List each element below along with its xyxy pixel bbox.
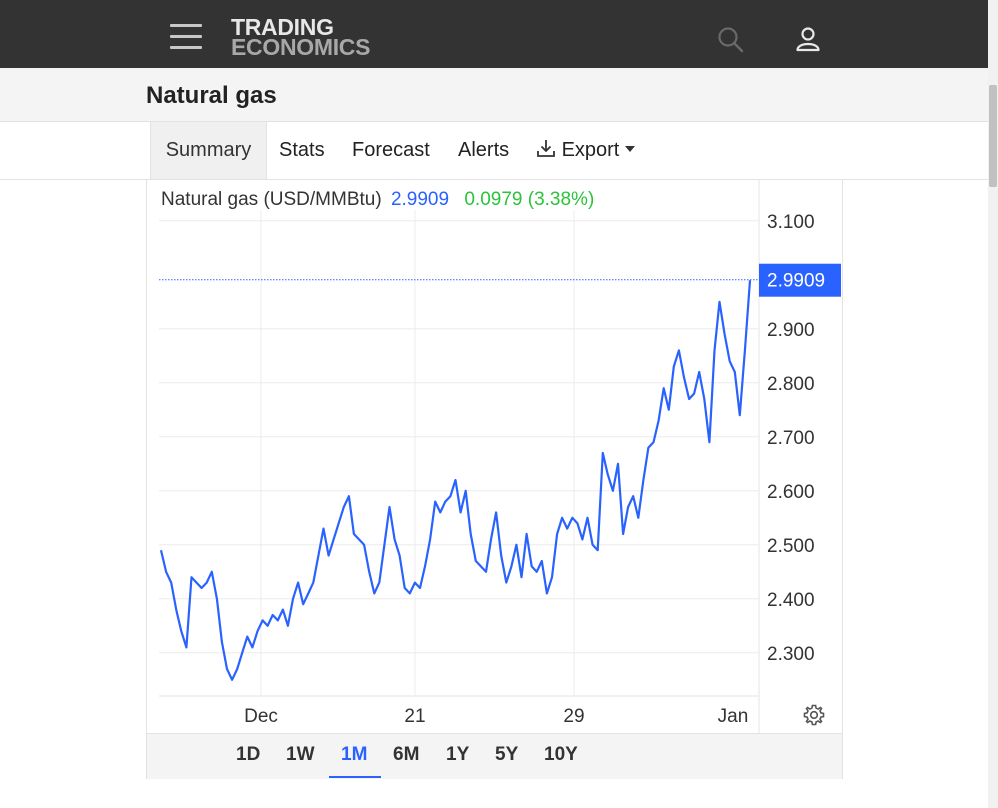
tab-alerts[interactable]: Alerts: [458, 122, 509, 179]
search-icon[interactable]: [716, 25, 744, 53]
chart-change-value: 0.0979 (3.38%): [464, 189, 595, 210]
active-range-indicator: [329, 776, 381, 778]
y-tick-label: 2.700: [767, 428, 815, 449]
page-title-bar: Natural gas: [0, 68, 988, 122]
hamburger-menu-icon[interactable]: [170, 24, 202, 50]
tab-summary-label: Summary: [165, 139, 252, 161]
range-button-5y[interactable]: 5Y: [495, 744, 519, 765]
range-button-1d[interactable]: 1D: [236, 744, 261, 765]
y-tick-label: 2.600: [767, 482, 815, 503]
range-button-1m[interactable]: 1M: [341, 744, 368, 765]
y-tick-label: 2.500: [767, 536, 815, 557]
tab-forecast[interactable]: Forecast: [352, 122, 430, 179]
download-icon: [537, 140, 555, 157]
price-chart[interactable]: 2.300 2.400 2.500 2.600 2.700 2.800 2.900 3.100…: [147, 180, 842, 733]
top-navigation-bar: TRADING ECONOMICS: [0, 0, 988, 68]
trading-economics-logo[interactable]: TRADING ECONOMICS: [231, 14, 371, 60]
price-series-line: [159, 280, 752, 681]
time-range-selector: 1D 1W 1M 6M 1Y 5Y 10Y: [147, 733, 842, 779]
range-button-10y[interactable]: 10Y: [544, 744, 578, 765]
tab-bar: Summary Stats Forecast Alerts Export: [0, 122, 988, 180]
range-button-6m[interactable]: 6M: [393, 744, 420, 765]
logo-line-2: ECONOMICS: [231, 34, 371, 60]
x-tick-label: 29: [563, 706, 584, 727]
x-tick-label: Dec: [244, 706, 278, 727]
y-tick-label: 2.400: [767, 590, 815, 611]
chart-panel: Natural gas (USD/MMBtu) 2.9909 0.0979 (3…: [146, 180, 843, 779]
chart-header: Natural gas (USD/MMBtu) 2.9909 0.0979 (3…: [161, 189, 594, 211]
tab-stats[interactable]: Stats: [279, 122, 325, 179]
gear-icon[interactable]: [802, 703, 826, 727]
y-tick-label: 3.100: [767, 212, 815, 233]
y-tick-label: 2.900: [767, 320, 815, 341]
range-button-1y[interactable]: 1Y: [446, 744, 470, 765]
page-scrollbar[interactable]: [988, 0, 998, 808]
logo-line-1: TRADING: [231, 14, 334, 40]
user-icon[interactable]: [794, 25, 822, 53]
tab-alerts-label: Alerts: [458, 139, 510, 161]
tab-summary[interactable]: Summary: [150, 122, 267, 179]
last-value-badge: [759, 263, 841, 297]
x-tick-label: 21: [404, 706, 425, 727]
tab-export-label: Export: [561, 139, 620, 161]
range-button-1w[interactable]: 1W: [286, 744, 315, 765]
tab-stats-label: Stats: [279, 139, 325, 161]
y-tick-label: 2.300: [767, 644, 815, 665]
page-title: Natural gas: [146, 82, 277, 109]
x-tick-label: Jan: [718, 706, 749, 727]
tab-export[interactable]: Export: [536, 122, 635, 179]
caret-down-icon: [624, 146, 635, 152]
y-tick-label: 2.800: [767, 374, 815, 395]
tab-forecast-label: Forecast: [352, 139, 430, 161]
chart-symbol-name: Natural gas (USD/MMBtu): [161, 189, 382, 210]
chart-current-value: 2.9909: [390, 189, 450, 210]
last-value-label: 2.9909: [767, 271, 825, 292]
scrollbar-thumb[interactable]: [989, 85, 997, 187]
